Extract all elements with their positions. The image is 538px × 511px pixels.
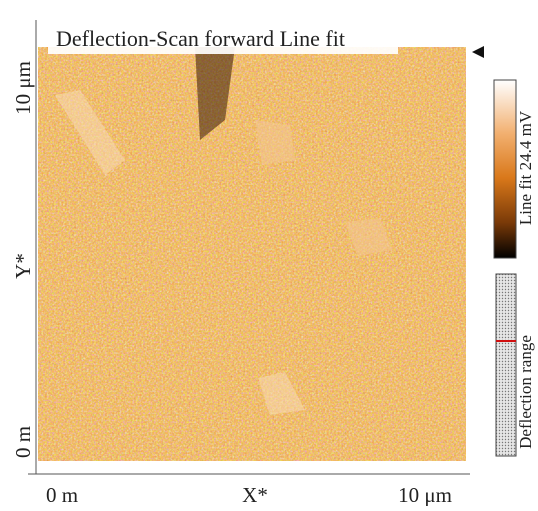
range-bar [496, 274, 516, 456]
title: Deflection-Scan forward Line fit [56, 26, 345, 51]
x-label-mid: X* [242, 483, 268, 506]
y-label-bottom: 0 m [11, 426, 35, 458]
y-label-mid: Y* [11, 253, 35, 279]
afm-viewer: Deflection-Scan forward Line fit 10 μm Y… [0, 0, 538, 506]
x-label-right: 10 μm [398, 483, 452, 506]
marker-arrow [472, 46, 484, 58]
colorbar-label: Line fit 24.4 mV [516, 110, 535, 225]
x-label-left: 0 m [46, 483, 78, 506]
y-label-top: 10 μm [11, 61, 35, 115]
afm-image [38, 47, 466, 461]
colorbar [494, 80, 516, 258]
range-label: Deflection range [516, 335, 535, 449]
